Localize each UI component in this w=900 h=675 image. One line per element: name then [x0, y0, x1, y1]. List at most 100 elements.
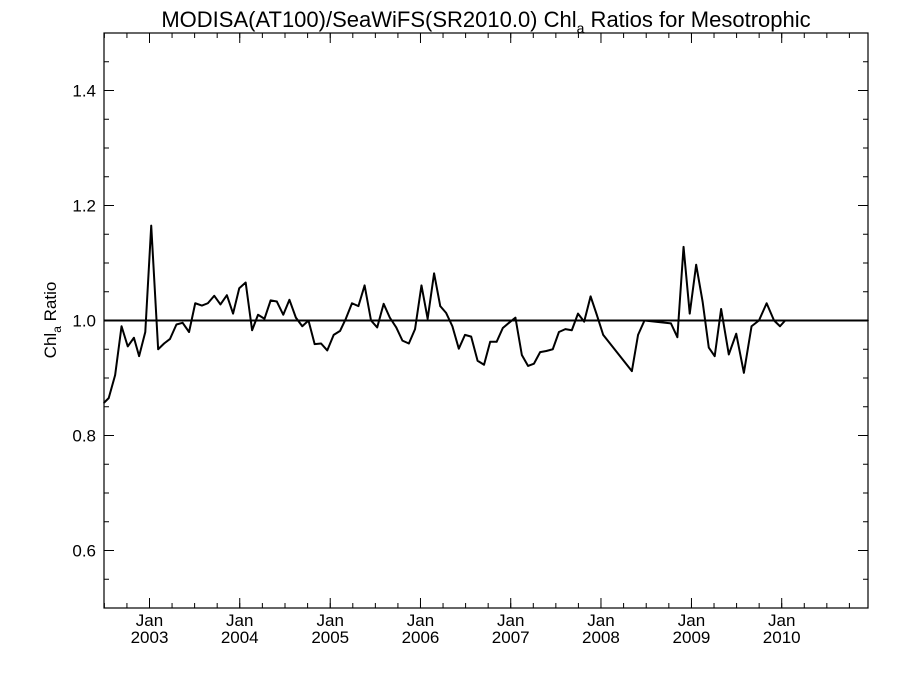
data-point — [758, 319, 760, 322]
chart-title-subscript: a — [577, 20, 585, 36]
data-point — [207, 302, 209, 305]
data-point — [107, 397, 110, 399]
data-point — [676, 336, 679, 338]
x-tick-label-year: 2010 — [763, 628, 801, 647]
data-point — [826, 319, 829, 322]
data-point — [376, 326, 379, 329]
data-point — [720, 308, 722, 310]
data-point — [389, 316, 391, 319]
data-point — [695, 263, 697, 266]
y-axis-label: Chla Ratio — [41, 282, 64, 359]
data-point — [244, 281, 247, 284]
x-tick-label-year: 2006 — [402, 628, 440, 647]
data-point — [382, 303, 385, 305]
data-point — [269, 299, 272, 302]
data-point — [301, 325, 304, 328]
data-point — [339, 330, 341, 332]
data-point — [163, 342, 165, 345]
data-point — [401, 339, 404, 342]
y-tick-label: 0.6 — [72, 542, 96, 561]
data-point — [181, 322, 184, 324]
data-point — [188, 331, 190, 333]
x-ticks: Jan2003Jan2004Jan2005Jan2006Jan2007Jan20… — [103, 33, 850, 647]
data-point — [288, 299, 291, 301]
data-point — [508, 322, 510, 324]
data-point — [564, 328, 567, 330]
data-point — [750, 325, 753, 328]
data-point — [238, 287, 241, 290]
data-point — [551, 348, 554, 351]
data-point — [707, 346, 710, 349]
data-point — [157, 348, 159, 351]
data-point — [420, 284, 423, 287]
data-point — [445, 312, 447, 314]
x-tick-label-month: Jan — [226, 611, 253, 630]
data-point — [103, 401, 105, 404]
x-tick-label-year: 2003 — [131, 628, 169, 647]
chart-title-suffix: Ratios for Mesotrophic — [584, 7, 810, 32]
data-point — [201, 304, 203, 307]
chart-title: MODISA(AT100)/SeaWiFS(SR2010.0) Chla Rat… — [161, 7, 810, 36]
data-point — [558, 331, 560, 333]
data-point — [295, 316, 297, 319]
data-point — [577, 312, 579, 315]
data-point — [833, 319, 835, 322]
data-point — [682, 246, 685, 248]
chart-title-prefix: MODISA(AT100)/SeaWiFS(SR2010.0) Chl — [161, 7, 576, 32]
data-point — [363, 284, 366, 287]
data-point — [765, 302, 768, 305]
data-point — [795, 319, 798, 322]
data-point — [138, 355, 140, 357]
data-point — [263, 317, 266, 320]
data-point — [213, 294, 216, 297]
data-point — [439, 305, 442, 307]
data-point — [464, 334, 466, 336]
data-point — [773, 319, 775, 322]
data-point — [502, 327, 504, 329]
data-point — [282, 313, 285, 316]
y-tick-label: 1.4 — [72, 82, 96, 101]
x-tick-label-year: 2008 — [582, 628, 620, 647]
data-point — [820, 319, 823, 322]
data-point — [701, 300, 704, 303]
data-point — [688, 312, 691, 315]
y-axis-label-subscript: a — [50, 326, 64, 333]
data-point — [120, 325, 123, 328]
y-axis-label-prefix: Chl — [41, 333, 60, 359]
data-point — [426, 317, 429, 320]
data-point — [395, 326, 398, 329]
series-line — [103, 224, 868, 404]
data-point — [631, 370, 633, 372]
data-point — [345, 317, 347, 320]
data-point — [458, 347, 460, 350]
data-point — [527, 365, 529, 367]
data-point — [735, 332, 738, 335]
x-tick-label-month: Jan — [497, 611, 524, 630]
series-group — [103, 224, 869, 404]
data-point — [219, 303, 222, 306]
data-point — [743, 372, 745, 374]
data-point — [313, 343, 316, 345]
data-point — [595, 313, 598, 316]
x-tick-label-year: 2005 — [311, 628, 349, 647]
x-tick-label-month: Jan — [587, 611, 614, 630]
data-point — [583, 320, 585, 323]
x-tick-label-year: 2007 — [492, 628, 530, 647]
data-point — [133, 336, 135, 339]
data-point — [232, 312, 234, 315]
data-point — [784, 319, 786, 322]
data-point — [789, 319, 792, 322]
data-point — [839, 319, 841, 322]
data-point — [351, 302, 353, 305]
data-point — [713, 355, 716, 357]
data-point — [470, 335, 472, 338]
x-tick-label-month: Jan — [407, 611, 434, 630]
data-point — [801, 319, 804, 322]
data-point — [357, 305, 360, 307]
data-point — [320, 342, 322, 345]
data-point — [114, 374, 116, 376]
data-point — [169, 338, 171, 340]
data-point — [533, 362, 535, 365]
data-point — [370, 319, 372, 322]
y-tick-label: 1.0 — [72, 312, 96, 331]
